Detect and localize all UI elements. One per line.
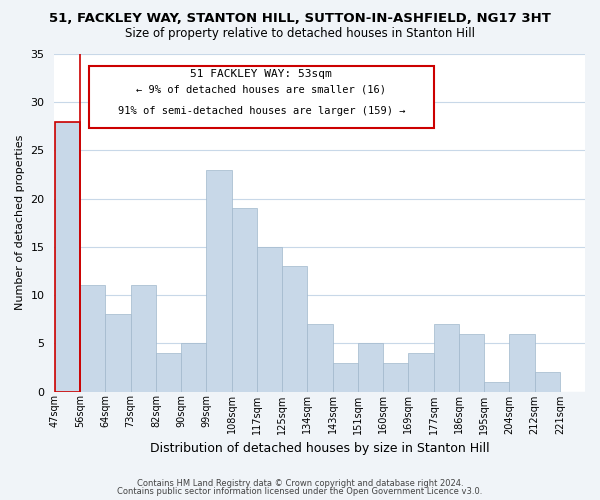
Bar bbox=[459, 334, 484, 392]
Text: 51 FACKLEY WAY: 53sqm: 51 FACKLEY WAY: 53sqm bbox=[190, 69, 332, 79]
X-axis label: Distribution of detached houses by size in Stanton Hill: Distribution of detached houses by size … bbox=[150, 442, 490, 455]
Bar bbox=[509, 334, 535, 392]
Bar bbox=[434, 324, 459, 392]
Text: ← 9% of detached houses are smaller (16): ← 9% of detached houses are smaller (16) bbox=[136, 84, 386, 94]
Bar bbox=[206, 170, 232, 392]
Bar bbox=[232, 208, 257, 392]
FancyBboxPatch shape bbox=[89, 66, 434, 128]
Text: Contains HM Land Registry data © Crown copyright and database right 2024.: Contains HM Land Registry data © Crown c… bbox=[137, 478, 463, 488]
Text: Contains public sector information licensed under the Open Government Licence v3: Contains public sector information licen… bbox=[118, 487, 482, 496]
Bar bbox=[282, 266, 307, 392]
Bar bbox=[55, 122, 80, 392]
Bar bbox=[358, 344, 383, 392]
Bar bbox=[106, 314, 131, 392]
Bar bbox=[332, 362, 358, 392]
Bar bbox=[55, 122, 80, 392]
Bar bbox=[156, 353, 181, 392]
Bar bbox=[307, 324, 332, 392]
Bar bbox=[181, 344, 206, 392]
Bar bbox=[131, 286, 156, 392]
Bar bbox=[484, 382, 509, 392]
Bar bbox=[535, 372, 560, 392]
Bar bbox=[80, 286, 106, 392]
Text: 91% of semi-detached houses are larger (159) →: 91% of semi-detached houses are larger (… bbox=[118, 106, 405, 116]
Bar bbox=[383, 362, 409, 392]
Y-axis label: Number of detached properties: Number of detached properties bbox=[15, 135, 25, 310]
Bar bbox=[409, 353, 434, 392]
Text: 51, FACKLEY WAY, STANTON HILL, SUTTON-IN-ASHFIELD, NG17 3HT: 51, FACKLEY WAY, STANTON HILL, SUTTON-IN… bbox=[49, 12, 551, 26]
Bar bbox=[257, 247, 282, 392]
Text: Size of property relative to detached houses in Stanton Hill: Size of property relative to detached ho… bbox=[125, 28, 475, 40]
